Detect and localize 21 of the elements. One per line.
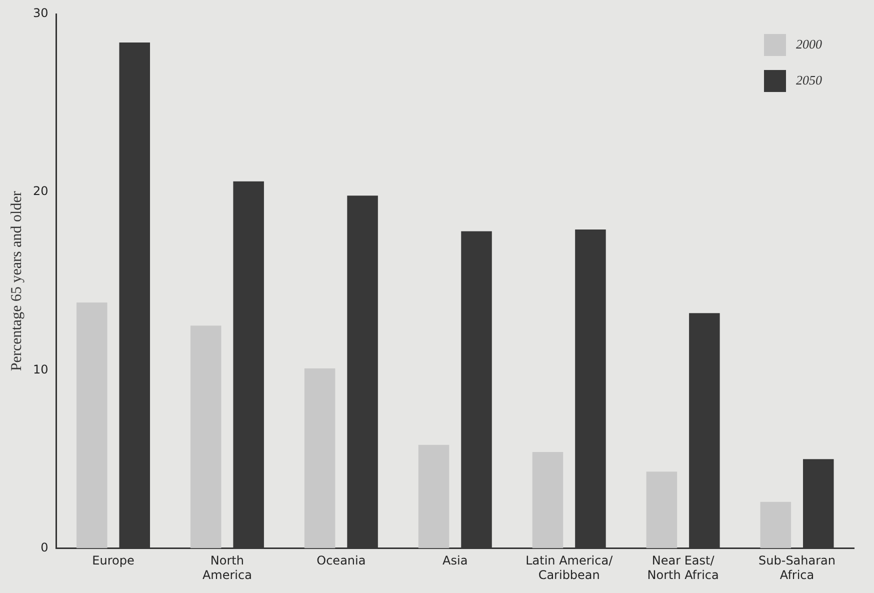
bar xyxy=(760,502,792,548)
bar xyxy=(646,472,678,548)
x-tick-label: North America xyxy=(202,554,252,582)
x-tick-label: Sub-Saharan Africa xyxy=(758,554,836,582)
x-tick-label: Asia xyxy=(442,554,468,568)
y-tick-label: 20 xyxy=(32,184,48,198)
legend-label: 2000 xyxy=(796,36,822,52)
bar xyxy=(190,326,222,548)
bar xyxy=(532,452,564,548)
legend-label: 2050 xyxy=(796,72,822,88)
bar xyxy=(304,368,336,548)
x-tick-label: Near East/North Africa xyxy=(647,554,719,582)
bar xyxy=(418,444,450,548)
x-tick-label: Europe xyxy=(92,554,134,568)
y-tick-label: 0 xyxy=(40,540,48,554)
y-tick-label: 30 xyxy=(32,6,48,20)
y-axis-title: Percentage 65 years and older xyxy=(8,191,25,372)
x-tick-label: Oceania xyxy=(316,554,366,568)
x-tick-label: Latin America/Caribbean xyxy=(526,554,614,582)
y-tick-label: 10 xyxy=(32,362,48,376)
bar xyxy=(76,302,108,548)
